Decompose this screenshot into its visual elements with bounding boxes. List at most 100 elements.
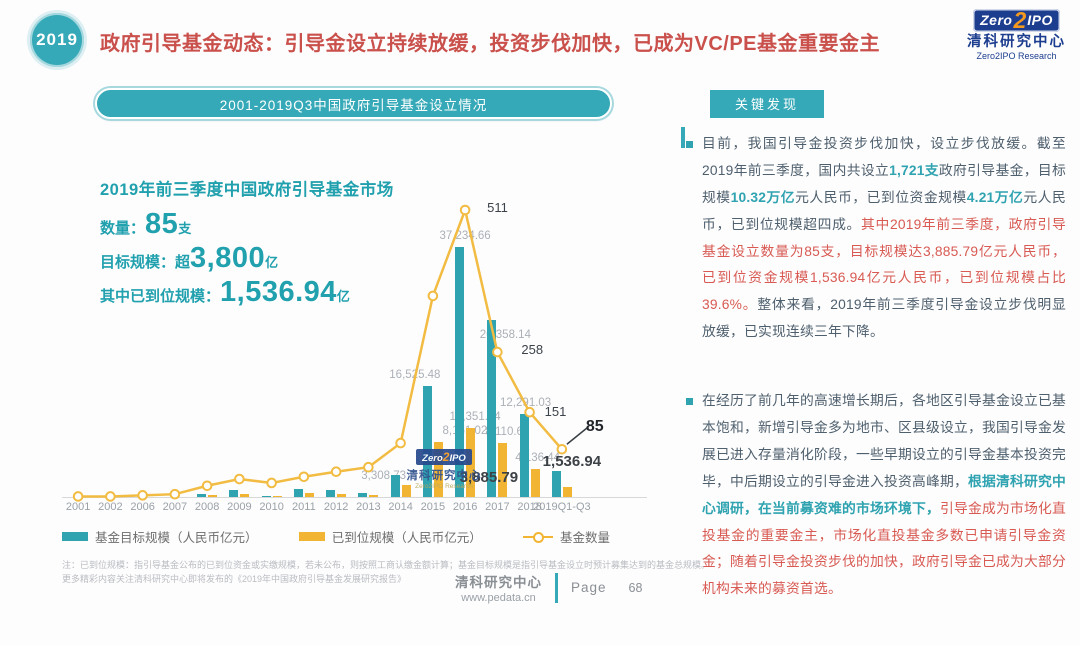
x-axis-label: 2017 <box>485 501 510 513</box>
logo-two-text: 2 <box>1013 7 1027 33</box>
logo-name-cn: 清科研究中心 <box>967 34 1066 51</box>
footer-brand-name: 清科研究中心 <box>455 575 542 590</box>
x-axis-label: 2018 <box>517 501 542 513</box>
line-point <box>234 473 245 485</box>
watermark-zero: Zero <box>422 453 443 464</box>
x-axis-label: 2019Q1-Q3 <box>533 501 591 513</box>
x-axis-label: 2007 <box>162 501 188 513</box>
footnote-line1: 注：已到位规模：指引导基金公布的已到位资金或实缴规模，若未公布，则按照工商认缴金… <box>62 560 711 570</box>
line-point <box>492 346 503 358</box>
legend-item-target: 基金目标规模（人民币亿元） <box>62 527 258 546</box>
bar-target <box>390 474 400 497</box>
x-axis-label: 2010 <box>259 501 284 513</box>
bar-paidin <box>208 495 218 497</box>
footer-brand: 清科研究中心 www.pedata.cn Page 68 <box>455 571 642 604</box>
zero2ipo-logo-box: Zero 2 IPO <box>973 7 1060 33</box>
footer-page-number: 68 <box>628 580 643 595</box>
bar-paidin <box>369 495 379 497</box>
footer-brand-block: 清科研究中心 www.pedata.cn <box>455 571 542 604</box>
bar-paidin <box>433 442 443 497</box>
line-point <box>298 471 310 483</box>
year-badge: 2019 <box>30 13 84 67</box>
logo-zero-text: Zero <box>980 11 1013 28</box>
x-axis-label: 2006 <box>130 501 155 513</box>
line-point <box>137 490 148 501</box>
bar-paidin <box>304 493 314 497</box>
stat-target-unit: 亿 <box>265 255 279 270</box>
line-point <box>427 290 439 302</box>
footer-site-link[interactable]: www.pedata.cn <box>461 592 536 604</box>
line-point <box>556 443 568 455</box>
line-point <box>72 491 84 502</box>
line-point <box>459 204 471 216</box>
bar-target <box>293 488 303 497</box>
footer-page-label: Page <box>571 580 607 595</box>
chart-plot-area: 2001 2002 2006 2007 2008 2009 2010 2011 2012 2013… <box>62 190 604 513</box>
bar-paidin <box>337 494 347 497</box>
bar-target <box>197 493 207 497</box>
legend-swatch-paidin <box>298 532 325 541</box>
stat-paidin: 其中已到位规模：1,536.94亿 <box>100 276 394 309</box>
key-finding-item: 目前，我国引导金投资步伐加快，设立步伐放缓。截至2019年前三季度，国内共设立1… <box>686 131 1066 346</box>
bar-target <box>487 320 497 497</box>
legend-label-target: 基金目标规模（人民币亿元） <box>95 531 258 545</box>
key-findings-panel: 关键发现 目前，我国引导金投资步伐加快，设立步伐放缓。截至2019年前三季度，国… <box>680 90 1066 645</box>
x-axis-line <box>62 497 647 498</box>
bar-label: 8,161.02 <box>442 425 488 438</box>
line-label: 85 <box>585 418 604 436</box>
bar-label: 37,234.66 <box>439 230 491 242</box>
x-axis-label: 2016 <box>452 501 478 513</box>
watermark-name-cn: 清科研究中心 <box>406 470 482 482</box>
bar-target <box>422 386 432 497</box>
legend-item-paidin: 已到位规模（人民币亿元） <box>298 527 482 546</box>
watermark-two: 2 <box>442 450 450 464</box>
line-point <box>201 480 213 492</box>
x-axis-label: 2002 <box>98 501 123 513</box>
bullet-square-icon <box>686 141 693 148</box>
stat-target-label: 目标规模： <box>100 254 176 271</box>
bar-paidin <box>498 442 508 497</box>
legend-line-marker-icon <box>522 531 553 543</box>
x-axis-label: 2011 <box>292 501 316 513</box>
bar-paidin <box>401 485 411 497</box>
stat-paidin-value: 1,536.94 <box>220 276 337 308</box>
watermark-name-en: Zero2IPO Research <box>415 483 473 490</box>
stat-target-value: 3,800 <box>190 242 266 274</box>
x-axis-label: 2015 <box>420 501 446 513</box>
x-axis-label: 2012 <box>323 501 349 513</box>
x-axis-label: 2008 <box>194 501 220 513</box>
line-point <box>266 477 277 489</box>
stat-count: 数量：85支 <box>100 208 394 241</box>
bar-target <box>455 247 465 497</box>
stat-paidin-unit: 亿 <box>336 289 350 304</box>
watermark-ipo: IPO <box>449 453 466 464</box>
combo-chart: 2001 2002 2006 2007 2008 2009 2010 2011 2012 2013… <box>62 190 652 520</box>
stat-count-value: 85 <box>145 208 179 240</box>
bar-paidin <box>530 469 540 497</box>
bar-label: 8,110.61 <box>485 425 530 438</box>
line-point <box>395 437 406 449</box>
logo-ipo-text: IPO <box>1027 11 1053 28</box>
chart-watermark: Zero2IPO 清科研究中心 Zero2IPO Research <box>398 448 490 490</box>
bullet-square-icon <box>686 398 693 406</box>
line-point <box>169 488 181 500</box>
footnotes: 注：已到位规模：指引导基金公布的已到位资金或实缴规模，若未公布，则按照工商认缴金… <box>62 559 722 587</box>
line-label: 151 <box>544 404 567 420</box>
key-finding-item: 在经历了前几年的高速增长期后，各地区引导基金设立已基本饱和，新增引导金多为地市、… <box>686 388 1066 603</box>
bar-target <box>358 492 368 497</box>
key-findings-list: 目前，我国引导金投资步伐加快，设立步伐放缓。截至2019年前三季度，国内共设立1… <box>686 131 1066 603</box>
summary-stats: 2019年前三季度中国政府引导基金市场 数量：85支 目标规模：超3,800亿 … <box>100 176 394 310</box>
footer-divider-bar <box>555 572 558 603</box>
line-point <box>105 491 116 502</box>
watermark-logo-box: Zero2IPO <box>416 449 472 465</box>
x-axis-label: 2009 <box>227 501 252 513</box>
bar-label: 3,885.79 <box>459 468 519 486</box>
stats-title: 2019年前三季度中国政府引导基金市场 <box>100 181 394 199</box>
line-point <box>330 466 342 478</box>
legend-label-paidin: 已到位规模（人民币亿元） <box>331 531 482 545</box>
bar-paidin <box>240 493 250 497</box>
legend-item-count: 基金数量 <box>522 527 610 546</box>
logo-name-en: Zero2IPO Research <box>976 51 1057 62</box>
chart-legend: 基金目标规模（人民币亿元） 已到位规模（人民币亿元） 基金数量 <box>62 527 610 546</box>
bar-paidin <box>562 486 572 497</box>
